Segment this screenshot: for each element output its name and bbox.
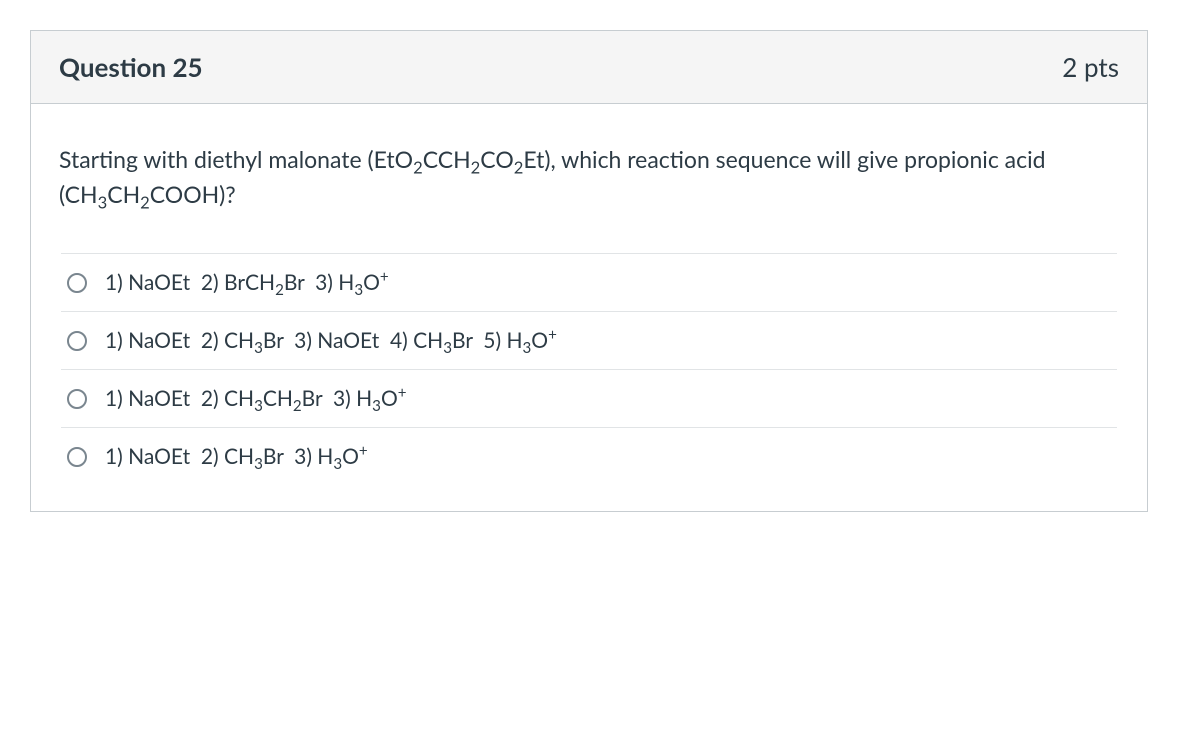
answer-option[interactable]: 1) NaOEt 2) BrCH2Br 3) H3O+	[61, 253, 1117, 312]
answer-label: 1) NaOEt 2) CH3Br 3) NaOEt 4) CH3Br 5) H…	[105, 328, 557, 353]
question-points: 2 pts	[1062, 51, 1119, 83]
answer-label: 1) NaOEt 2) CH3CH2Br 3) H3O+	[105, 386, 407, 411]
question-header: Question 25 2 pts	[31, 31, 1147, 104]
answer-option[interactable]: 1) NaOEt 2) CH3Br 3) NaOEt 4) CH3Br 5) H…	[61, 312, 1117, 370]
answers-list: 1) NaOEt 2) BrCH2Br 3) H3O+ 1) NaOEt 2) …	[61, 253, 1117, 485]
radio-icon[interactable]	[67, 389, 87, 409]
radio-icon[interactable]	[67, 273, 87, 293]
answer-option[interactable]: 1) NaOEt 2) CH3Br 3) H3O+	[61, 428, 1117, 485]
question-body: Starting with diethyl malonate (EtO2CCH2…	[31, 104, 1147, 511]
answer-label: 1) NaOEt 2) CH3Br 3) H3O+	[105, 444, 368, 469]
answer-label: 1) NaOEt 2) BrCH2Br 3) H3O+	[105, 270, 389, 295]
radio-icon[interactable]	[67, 447, 87, 467]
question-title: Question 25	[59, 51, 203, 83]
question-prompt: Starting with diethyl malonate (EtO2CCH2…	[59, 142, 1119, 211]
answer-option[interactable]: 1) NaOEt 2) CH3CH2Br 3) H3O+	[61, 370, 1117, 428]
radio-icon[interactable]	[67, 331, 87, 351]
question-card: Question 25 2 pts Starting with diethyl …	[30, 30, 1148, 512]
